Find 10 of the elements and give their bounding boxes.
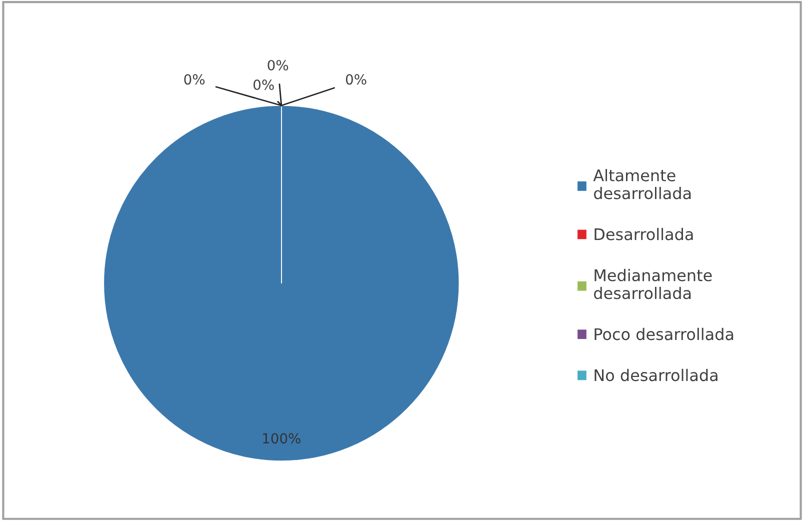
legend-label: Altamente desarrollada [593, 169, 691, 200]
text: 0% [254, 79, 274, 90]
text: 0% [268, 60, 288, 70]
legend-label: Poco desarrollada [594, 328, 734, 340]
text: 0% [346, 74, 366, 85]
data-label: 100% [263, 433, 300, 444]
legend-label: Medianamente desarrollada [594, 268, 712, 300]
legend-label: No desarrollada [594, 368, 718, 382]
legend-label: Desarrollada [594, 228, 693, 240]
text: 0% [184, 74, 205, 85]
